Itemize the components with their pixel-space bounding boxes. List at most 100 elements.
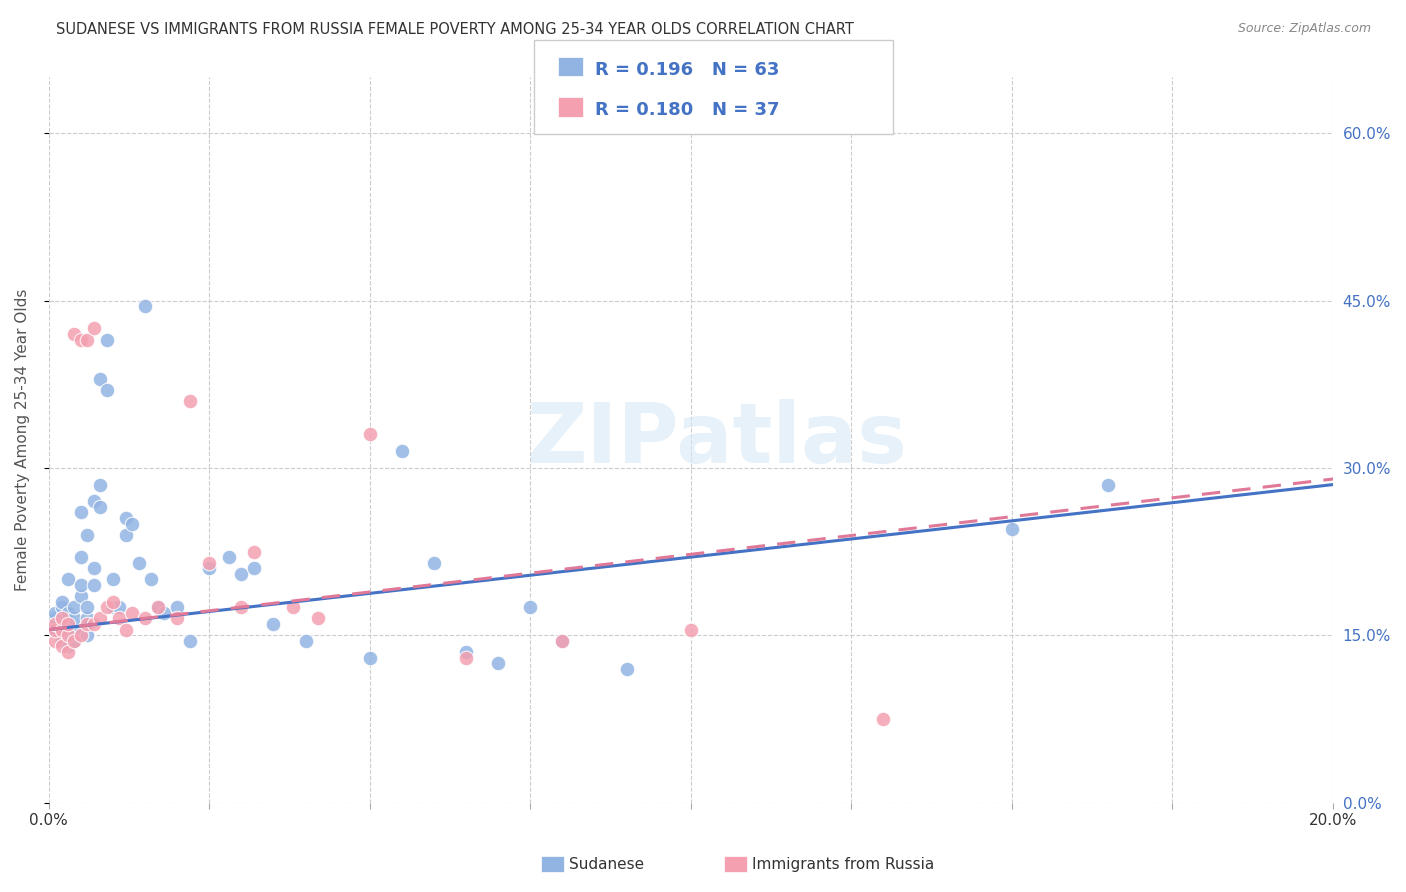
Point	[166, 611, 188, 625]
Point	[51, 623, 73, 637]
Point	[179, 633, 201, 648]
Point	[101, 573, 124, 587]
Point	[166, 600, 188, 615]
Point	[114, 623, 136, 637]
Point	[56, 617, 79, 632]
Point	[231, 566, 253, 581]
Point	[198, 561, 221, 575]
Point	[83, 617, 105, 632]
Point	[51, 640, 73, 654]
Point	[307, 611, 329, 625]
Point	[243, 544, 266, 558]
Point	[243, 561, 266, 575]
Point	[1097, 477, 1119, 491]
Point	[218, 550, 240, 565]
Point	[101, 595, 124, 609]
Point	[146, 600, 169, 615]
Point	[96, 600, 118, 615]
Point	[294, 633, 316, 648]
Point	[70, 589, 93, 603]
Text: R = 0.196   N = 63: R = 0.196 N = 63	[595, 61, 779, 78]
Point	[56, 628, 79, 642]
Point	[114, 528, 136, 542]
Point	[114, 511, 136, 525]
Point	[281, 600, 304, 615]
Point	[76, 333, 98, 347]
Point	[76, 628, 98, 642]
Point	[63, 633, 86, 648]
Point	[44, 623, 66, 637]
Point	[56, 628, 79, 642]
Point	[141, 573, 163, 587]
Point	[63, 600, 86, 615]
Point	[146, 600, 169, 615]
Point	[56, 573, 79, 587]
Point	[56, 617, 79, 632]
Point	[121, 516, 143, 531]
Point	[1001, 522, 1024, 536]
Point	[63, 611, 86, 625]
Point	[76, 617, 98, 632]
Point	[56, 645, 79, 659]
Point	[51, 611, 73, 625]
Point	[872, 712, 894, 726]
Point	[128, 556, 150, 570]
Point	[44, 617, 66, 632]
Point	[101, 600, 124, 615]
Point	[44, 617, 66, 632]
Point	[70, 628, 93, 642]
Text: SUDANESE VS IMMIGRANTS FROM RUSSIA FEMALE POVERTY AMONG 25-34 YEAR OLDS CORRELAT: SUDANESE VS IMMIGRANTS FROM RUSSIA FEMAL…	[56, 22, 853, 37]
Point	[63, 326, 86, 341]
Point	[44, 623, 66, 637]
Point	[83, 494, 105, 508]
Point	[519, 600, 541, 615]
Point	[89, 611, 111, 625]
Point	[70, 506, 93, 520]
Point	[551, 633, 574, 648]
Point	[89, 477, 111, 491]
Point	[83, 321, 105, 335]
Point	[44, 606, 66, 620]
Point	[134, 611, 156, 625]
Point	[89, 500, 111, 514]
Point	[51, 623, 73, 637]
Point	[359, 650, 381, 665]
Point	[76, 528, 98, 542]
Point	[96, 333, 118, 347]
Point	[551, 633, 574, 648]
Point	[63, 623, 86, 637]
Point	[423, 556, 446, 570]
Point	[83, 578, 105, 592]
Point	[70, 333, 93, 347]
Point	[89, 371, 111, 385]
Point	[486, 656, 509, 670]
Point	[391, 444, 413, 458]
Point	[616, 662, 638, 676]
Point	[76, 600, 98, 615]
Point	[70, 550, 93, 565]
Point	[454, 645, 477, 659]
Point	[108, 600, 131, 615]
Point	[63, 633, 86, 648]
Text: Immigrants from Russia: Immigrants from Russia	[752, 857, 935, 871]
Point	[51, 595, 73, 609]
Point	[70, 578, 93, 592]
Point	[359, 427, 381, 442]
Point	[121, 606, 143, 620]
Point	[83, 561, 105, 575]
Point	[51, 611, 73, 625]
Text: Source: ZipAtlas.com: Source: ZipAtlas.com	[1237, 22, 1371, 36]
Point	[56, 640, 79, 654]
Point	[231, 600, 253, 615]
Point	[44, 633, 66, 648]
Point	[44, 611, 66, 625]
Y-axis label: Female Poverty Among 25-34 Year Olds: Female Poverty Among 25-34 Year Olds	[15, 289, 30, 591]
Point	[262, 617, 284, 632]
Text: R = 0.180   N = 37: R = 0.180 N = 37	[595, 101, 779, 119]
Point	[51, 633, 73, 648]
Point	[56, 606, 79, 620]
Point	[153, 606, 176, 620]
Point	[134, 299, 156, 313]
Point	[76, 611, 98, 625]
Point	[679, 623, 702, 637]
